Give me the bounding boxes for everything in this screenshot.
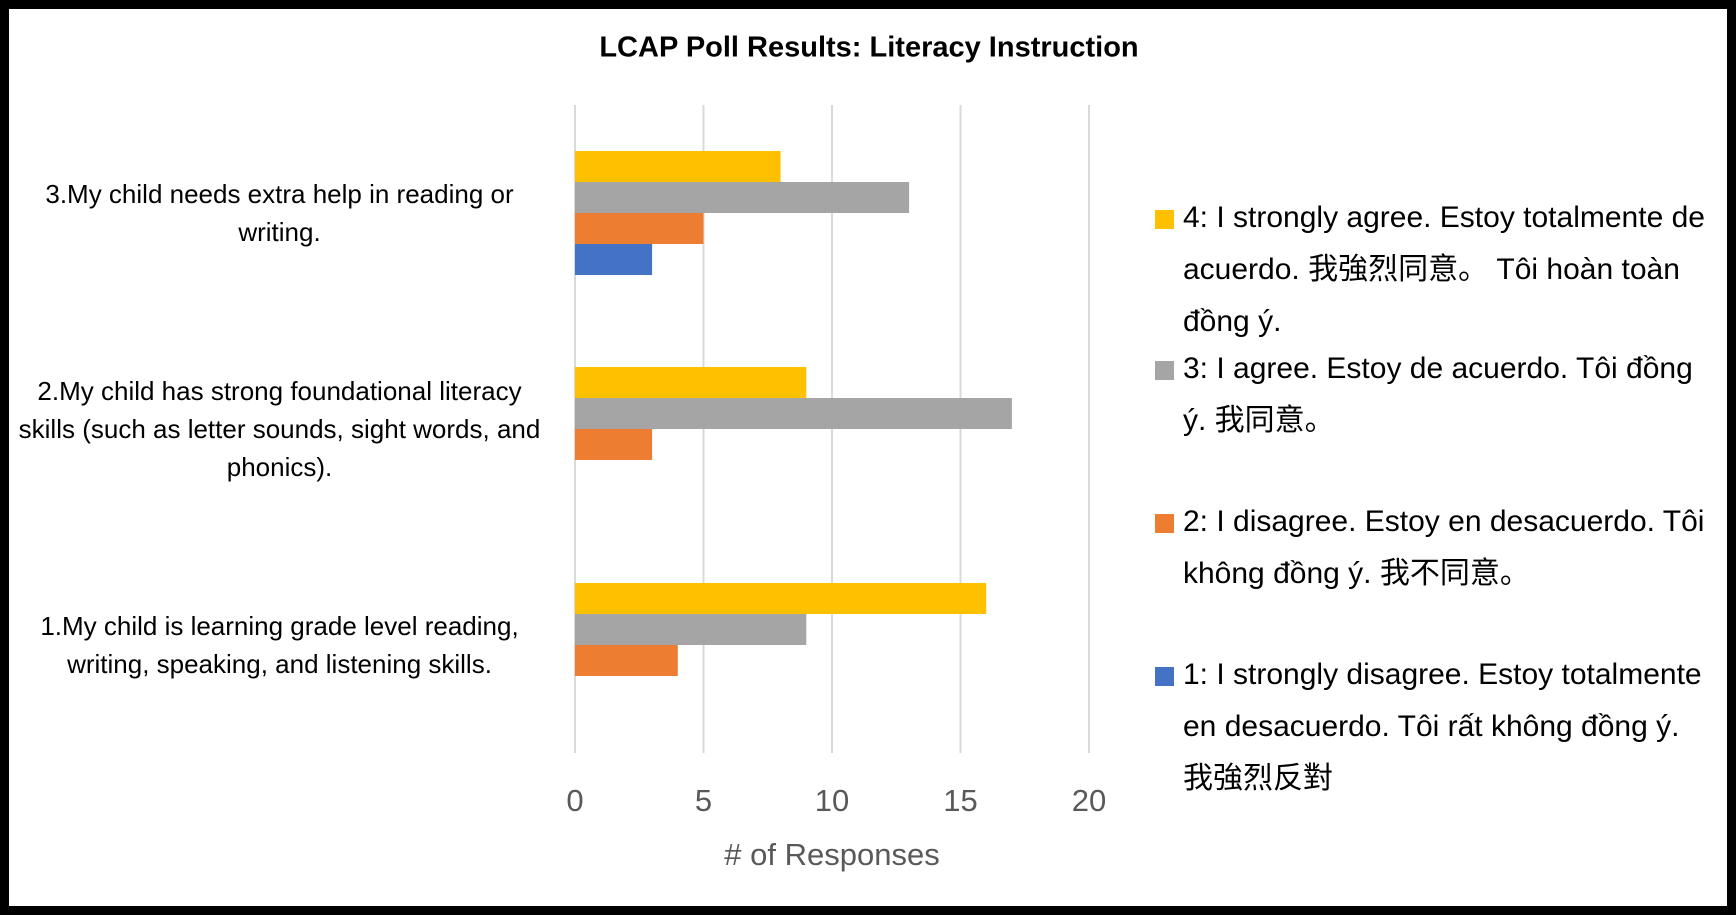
bar: [575, 213, 704, 244]
legend-item: 2: I disagree. Estoy en desacuerdo. Tôi …: [1155, 496, 1710, 600]
legend-swatch: [1155, 514, 1174, 533]
x-tick-label: 0: [566, 783, 583, 818]
legend-label: 1: I strongly disagree. Estoy totalmente…: [1183, 658, 1702, 795]
bar: [575, 583, 987, 614]
legend-label: 3: I agree. Estoy de acuerdo. Tôi đồng ý…: [1183, 352, 1693, 437]
legend-label: 2: I disagree. Estoy en desacuerdo. Tôi …: [1183, 505, 1705, 590]
x-axis-title: # of Responses: [724, 837, 939, 872]
chart-title: LCAP Poll Results: Literacy Instruction: [599, 32, 1138, 64]
category-label: 3.My child needs extra help in reading o…: [45, 179, 514, 247]
bar: [575, 429, 653, 460]
bar: [575, 151, 781, 182]
legend-swatch: [1155, 361, 1174, 380]
bar: [575, 614, 807, 645]
legend-item: 1: I strongly disagree. Estoy totalmente…: [1155, 649, 1710, 805]
legend-item: 3: I agree. Estoy de acuerdo. Tôi đồng ý…: [1155, 343, 1710, 447]
legend-swatch: [1155, 210, 1174, 229]
category-label: 2.My child has strong foundational liter…: [18, 376, 541, 482]
bar: [575, 182, 910, 213]
legend-item: 4: I strongly agree. Estoy totalmente de…: [1155, 192, 1710, 348]
bar: [575, 645, 678, 676]
bar: [575, 398, 1012, 429]
x-tick-label: 5: [695, 783, 712, 818]
x-tick-label: 15: [943, 783, 977, 818]
bar: [575, 367, 807, 398]
legend-swatch: [1155, 667, 1174, 686]
legend-label: 4: I strongly agree. Estoy totalmente de…: [1183, 201, 1705, 338]
bar: [575, 244, 653, 275]
x-tick-label: 20: [1072, 783, 1106, 818]
category-label: 1.My child is learning grade level readi…: [40, 611, 519, 679]
x-tick-label: 10: [815, 783, 849, 818]
